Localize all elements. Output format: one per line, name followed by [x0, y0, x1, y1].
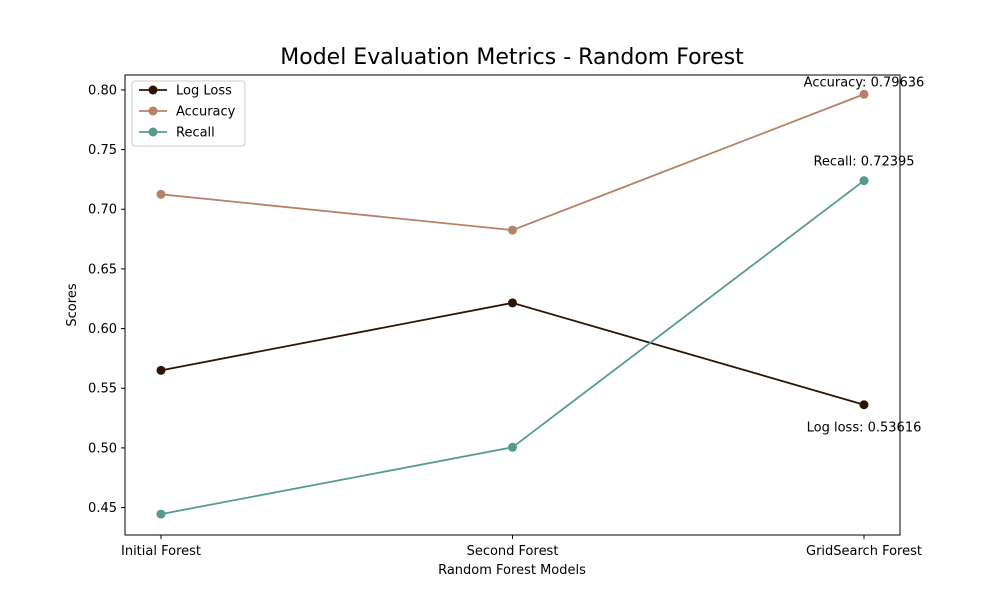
x-tick-label: GridSearch Forest — [806, 544, 922, 559]
annotation-label: Accuracy: 0.79636 — [804, 75, 925, 90]
legend-marker — [148, 85, 158, 95]
y-tick-label: 0.70 — [88, 203, 117, 218]
y-tick-label: 0.55 — [88, 382, 117, 397]
chart-title: Model Evaluation Metrics - Random Forest — [280, 45, 744, 70]
y-tick-label: 0.50 — [88, 441, 117, 456]
x-axis-label: Random Forest Models — [438, 563, 586, 578]
plot-area — [156, 89, 869, 519]
legend-marker — [148, 106, 158, 116]
y-tick-label: 0.65 — [88, 262, 117, 277]
legend-marker — [148, 127, 158, 137]
y-tick-label: 0.45 — [88, 501, 117, 516]
legend-label: Accuracy — [176, 105, 236, 120]
data-point — [859, 400, 869, 410]
legend-item: Accuracy — [139, 105, 236, 120]
legend-frame — [131, 80, 246, 147]
annotation-label: Recall: 0.72395 — [813, 155, 914, 170]
legend-item: Recall — [139, 126, 215, 141]
data-point — [156, 365, 166, 375]
series-line — [160, 93, 865, 232]
series-accuracy — [156, 89, 869, 235]
data-point — [508, 225, 517, 235]
y-tick-label: 0.60 — [88, 322, 117, 337]
y-tick-label: 0.75 — [88, 143, 117, 158]
data-point — [508, 298, 517, 308]
legend-item: Log Loss — [139, 84, 232, 99]
y-axis-label: Scores — [65, 283, 80, 326]
data-point — [156, 189, 166, 199]
data-point — [508, 442, 517, 452]
legend-label: Log Loss — [176, 84, 232, 99]
data-point — [859, 176, 869, 186]
data-point — [156, 509, 166, 519]
series-line — [160, 301, 865, 406]
x-tick-label: Initial Forest — [121, 544, 201, 559]
legend: Log Loss Accuracy Recall — [131, 80, 246, 147]
legend-label: Recall — [176, 126, 215, 141]
data-point — [859, 89, 869, 99]
annotation-label: Log loss: 0.53616 — [807, 421, 922, 436]
x-tick-label: Second Forest — [467, 544, 559, 559]
series-recall — [156, 176, 869, 519]
series-log-loss — [156, 298, 869, 410]
y-tick-label: 0.80 — [88, 83, 117, 98]
x-axis: Initial Forest Second Forest GridSearch Fo… — [121, 535, 922, 559]
annotations: Accuracy: 0.79636 Recall: 0.72395 Log loss… — [804, 75, 925, 435]
y-axis: 0.45 0.50 0.55 0.60 0.65 0.70 0.75 0.80 — [88, 83, 125, 516]
